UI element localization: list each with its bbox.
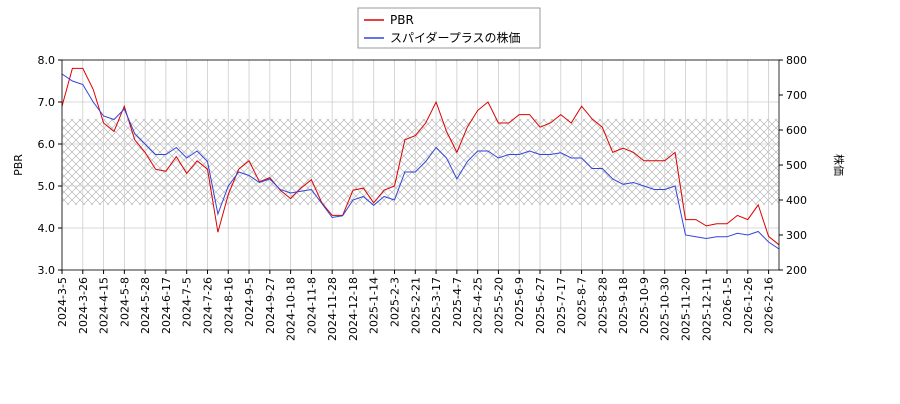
x-tick-label: 2024-7-5 [181,277,194,327]
y-tick-label: 7.0 [38,96,56,109]
x-tick-label: 2024-3-26 [77,277,90,334]
x-tick-label: 2025-2-21 [409,277,422,334]
y-tick-label: 6.0 [38,138,56,151]
x-tick-label: 2025-10-9 [638,277,651,334]
y2-axis-label: 株価 [832,154,846,176]
series-line [61,67,780,246]
x-tick-label: 2024-4-15 [98,277,111,334]
x-tick-label: 2025-3-17 [430,277,443,334]
x-tick-label: 2024-5-28 [139,277,152,334]
x-tick-label: 2024-12-18 [347,277,360,341]
legend-label: スパイダープラスの株価 [390,30,521,45]
x-tick-label: 2025-8-28 [596,277,609,334]
y2-tick-label: 200 [786,264,807,277]
x-tick-label: 2024-3-5 [56,277,69,327]
x-tick-label: 2025-9-18 [617,277,630,334]
x-tick-label: 2025-4-7 [451,277,464,327]
x-tick-label: 2024-11-28 [326,277,339,341]
x-tick-label: 2024-5-8 [118,277,131,327]
series-line [61,73,780,250]
y2-tick-label: 600 [786,124,807,137]
x-tick-label: 2025-6-9 [513,277,526,327]
x-tick-label: 2024-9-27 [264,277,277,334]
legend-label: PBR [390,13,414,27]
legend-box [357,7,541,49]
x-tick-label: 2024-10-18 [285,277,298,341]
y-axis-label: PBR [12,154,25,176]
y-tick-label: 8.0 [38,54,56,67]
x-tick-label: 2024-8-16 [222,277,235,334]
x-tick-label: 2025-5-20 [492,277,505,334]
y2-tick-label: 300 [786,229,807,242]
x-tick-label: 2026-2-16 [763,277,776,334]
x-tick-label: 2025-8-7 [576,277,589,327]
y2-tick-label: 500 [786,159,807,172]
x-tick-label: 2024-7-26 [201,277,214,334]
plot-frame [61,59,780,271]
y-tick-label: 5.0 [38,180,56,193]
x-tick-label: 2024-9-5 [243,277,256,327]
x-tick-label: 2025-10-30 [659,277,672,341]
y-tick-label: 3.0 [38,264,56,277]
y-tick-label: 4.0 [38,222,56,235]
x-tick-label: 2024-11-8 [305,277,318,334]
x-tick-label: 2025-11-20 [679,277,692,341]
x-tick-label: 2026-1-5 [721,277,734,327]
x-tick-label: 2025-7-17 [555,277,568,334]
x-tick-label: 2025-1-14 [368,277,381,334]
x-tick-label: 2025-4-25 [472,277,485,334]
x-tick-label: 2026-1-26 [742,277,755,334]
x-tick-label: 2025-12-11 [700,277,713,341]
legend: PBR スパイダープラスの株価 [357,7,541,49]
hatched-band [62,118,779,205]
y2-tick-label: 400 [786,194,807,207]
x-tick-label: 2025-6-27 [534,277,547,334]
y2-tick-label: 700 [786,89,807,102]
x-tick-label: 2024-6-17 [160,277,173,334]
x-tick-label: 2025-2-3 [389,277,402,327]
y2-tick-label: 800 [786,54,807,67]
